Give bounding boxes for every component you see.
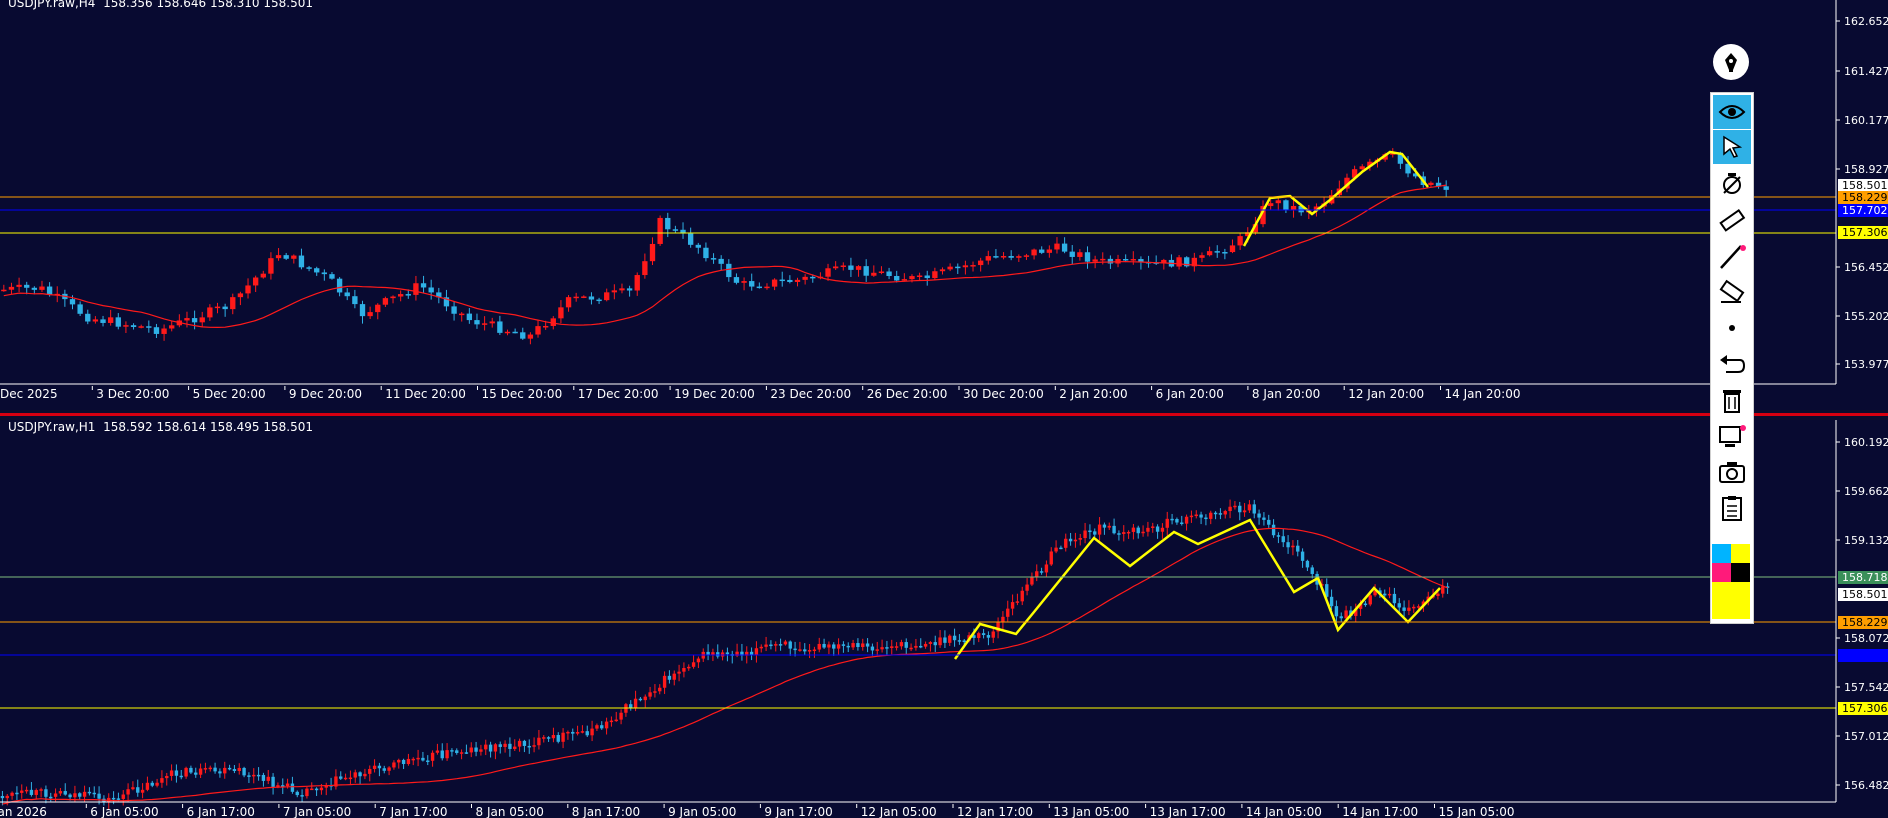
price-axis-label: 155.202 (1844, 310, 1888, 323)
h1-symbol-info: USDJPY.raw,H1 158.592 158.614 158.495 15… (8, 420, 314, 434)
h1-bid-label: 158.501 (1842, 588, 1888, 601)
color-swatch-magenta[interactable] (1712, 563, 1731, 582)
time-axis-label: Jan 2026 (0, 805, 47, 818)
time-axis-label: 13 Jan 05:00 (1053, 805, 1129, 818)
time-axis-label: 17 Dec 20:00 (578, 387, 659, 401)
h1-chart-canvas[interactable]: 160.192 159.662 159.132 158.072 157.542 157.0… (0, 420, 1888, 818)
h1-bid-label-bg (1838, 588, 1888, 601)
time-axis-label: 9 Jan 17:00 (764, 805, 832, 818)
h1-yellow-label-bg (1838, 702, 1888, 715)
eye-icon[interactable] (1713, 95, 1751, 129)
h4-blue-label: 157.702 (1842, 204, 1888, 217)
time-axis-label: 14 Jan 05:00 (1246, 805, 1322, 818)
ruler-icon[interactable] (1713, 203, 1751, 237)
time-axis-label: 7 Jan 05:00 (283, 805, 351, 818)
price-axis-label: 158.927 (1844, 163, 1888, 176)
price-axis-label: 158.072 (1844, 632, 1888, 645)
magnet-icon[interactable] (1713, 167, 1751, 201)
time-axis-label: 30 Dec 20:00 (963, 387, 1044, 401)
h1-green-label: 158.718 (1842, 571, 1888, 584)
time-axis-label: 15 Jan 05:00 (1439, 805, 1515, 818)
time-axis-label: Dec 2025 (0, 387, 58, 401)
price-axis-label: 161.427 (1844, 65, 1888, 78)
color-swatch-black[interactable] (1731, 563, 1750, 582)
time-axis-label: 8 Jan 05:00 (476, 805, 544, 818)
trash-icon[interactable] (1713, 383, 1751, 417)
price-axis-label: 162.652 (1844, 15, 1888, 28)
time-axis-label: 9 Dec 20:00 (289, 387, 362, 401)
pane-divider[interactable] (0, 410, 1888, 420)
time-axis-label: 6 Jan 17:00 (187, 805, 255, 818)
h4-bid-label-bg (1838, 179, 1888, 192)
price-axis-label: 156.482 (1844, 779, 1888, 792)
time-axis-label: 11 Dec 20:00 (385, 387, 466, 401)
color-swatch-current[interactable] (1712, 582, 1750, 619)
h1-yellow-label: 157.306 (1842, 702, 1888, 715)
h4-orange-label-bg (1838, 191, 1888, 204)
h4-bid-label: 158.501 (1842, 179, 1888, 192)
color-swatch-cyan[interactable] (1712, 544, 1731, 563)
time-axis-label: 15 Dec 20:00 (482, 387, 563, 401)
color-swatch-yellow[interactable] (1731, 544, 1750, 563)
time-axis-label: 2 Jan 20:00 (1059, 387, 1127, 401)
h1-candles (0, 499, 1450, 810)
time-axis-label: 5 Dec 20:00 (193, 387, 266, 401)
h1-chart-pane[interactable]: USDJPY.raw,H1 158.592 158.614 158.495 15… (0, 420, 1888, 818)
h4-candles (1, 148, 1449, 345)
h4-blue-label-bg (1838, 204, 1888, 217)
time-axis-label: 6 Jan 05:00 (90, 805, 158, 818)
h4-orange-label: 158.229 (1842, 191, 1888, 204)
h1-blue-label-bg (1838, 649, 1888, 662)
price-axis-label: 160.192 (1844, 436, 1888, 449)
time-axis-label: 13 Jan 17:00 (1150, 805, 1226, 818)
pen-icon[interactable] (1713, 44, 1749, 80)
h1-time-axis: Jan 2026 6 Jan 05:00 6 Jan 17:00 7 Jan 05:0… (0, 804, 1514, 818)
undo-icon[interactable] (1713, 347, 1751, 381)
h1-orange-label-bg (1838, 616, 1888, 629)
time-axis-label: 23 Dec 20:00 (770, 387, 851, 401)
price-axis-label: 159.132 (1844, 534, 1888, 547)
time-axis-label: 19 Dec 20:00 (674, 387, 755, 401)
h4-chart-canvas[interactable]: 162.652 161.427 160.177 158.927 156.452 155.2… (0, 0, 1888, 410)
price-axis-label: 160.177 (1844, 114, 1888, 127)
time-axis-label: 14 Jan 17:00 (1342, 805, 1418, 818)
cursor-icon[interactable] (1713, 130, 1751, 164)
h4-yellow-label-bg (1838, 226, 1888, 239)
price-axis-label: 153.977 (1844, 358, 1888, 371)
h1-orange-label: 158.229 (1842, 616, 1888, 629)
monitor-icon[interactable] (1713, 419, 1751, 453)
h4-price-axis: 162.652 161.427 160.177 158.927 156.452 155.2… (1836, 15, 1888, 371)
drawing-toolbar (1710, 92, 1754, 624)
h1-price-axis: 160.192 159.662 159.132 158.072 157.542 157.0… (1836, 436, 1888, 792)
time-axis-label: 8 Jan 20:00 (1252, 387, 1320, 401)
time-axis-label: 6 Jan 20:00 (1156, 387, 1224, 401)
h1-zigzag (953, 518, 1441, 660)
h1-green-label-bg (1838, 571, 1888, 584)
eraser-icon[interactable] (1713, 275, 1751, 309)
h1-blue-label: 157.702 (1842, 649, 1888, 662)
price-axis-label: 156.452 (1844, 261, 1888, 274)
time-axis-label: 12 Jan 20:00 (1348, 387, 1424, 401)
time-axis-label: 26 Dec 20:00 (867, 387, 948, 401)
line-icon[interactable] (1713, 239, 1751, 273)
time-axis-label: 14 Jan 20:00 (1445, 387, 1521, 401)
time-axis-label: 12 Jan 17:00 (957, 805, 1033, 818)
price-axis-label: 157.542 (1844, 681, 1888, 694)
h4-chart-pane[interactable]: USDJPY.raw,H4 158.356 158.646 158.310 15… (0, 0, 1888, 410)
price-axis-label: 159.662 (1844, 485, 1888, 498)
h4-moving-average (3, 184, 1447, 329)
time-axis-label: 8 Jan 17:00 (572, 805, 640, 818)
time-axis-label: 7 Jan 17:00 (379, 805, 447, 818)
dot-icon[interactable] (1713, 311, 1751, 345)
clipboard-icon[interactable] (1713, 491, 1751, 525)
price-axis-label: 157.012 (1844, 730, 1888, 743)
h4-yellow-label: 157.306 (1842, 226, 1888, 239)
time-axis-label: 3 Dec 20:00 (96, 387, 169, 401)
h4-symbol-info: USDJPY.raw,H4 158.356 158.646 158.310 15… (8, 0, 314, 10)
camera-icon[interactable] (1713, 455, 1751, 489)
time-axis-label: 9 Jan 05:00 (668, 805, 736, 818)
h4-time-axis: Dec 2025 3 Dec 20:00 5 Dec 20:00 9 Dec 20:0… (0, 386, 1520, 401)
time-axis-label: 12 Jan 05:00 (861, 805, 937, 818)
h1-moving-average (2, 527, 1448, 805)
